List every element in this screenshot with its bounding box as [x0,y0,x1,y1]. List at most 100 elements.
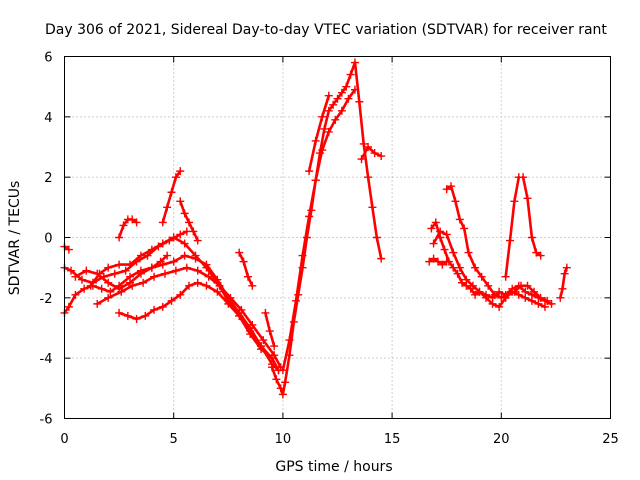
data-point [132,314,141,323]
data-point [377,152,386,161]
data-point [246,327,255,336]
data-point [261,308,270,317]
data-point [176,167,185,176]
data-point [357,155,366,164]
data-point [171,266,180,275]
data-point [510,197,519,206]
data-point [193,236,202,245]
data-point [158,302,167,311]
data-point [368,203,377,212]
data-point [556,293,565,302]
data-point [180,239,189,248]
data-point [560,269,569,278]
data-point [433,257,442,266]
data-point [119,221,128,230]
data-point [115,233,124,242]
data-point [350,85,359,94]
data-point [117,287,126,296]
data-point [224,299,233,308]
data-point [128,215,137,224]
data-point [104,278,113,287]
data-point [243,272,252,281]
data-point [510,287,519,296]
data-point [121,266,130,275]
data-point [503,290,512,299]
data-point [167,188,176,197]
y-tick-label: 6 [44,51,52,66]
data-point [311,176,320,185]
data-series-s4 [74,254,280,372]
x-tick-label: 20 [493,432,510,447]
data-point [202,263,211,272]
data-point [482,293,491,302]
data-point [182,263,191,272]
x-tick-label: 15 [384,432,401,447]
x-tick-label: 25 [602,432,619,447]
data-series-s16 [360,145,383,161]
data-point [455,215,464,224]
data-point [298,251,307,260]
data-point [370,149,379,158]
data-point [235,248,244,257]
data-point [372,233,381,242]
data-point [257,342,266,351]
chart-title: Day 306 of 2021, Sidereal Day-to-day VTE… [45,22,607,38]
data-point [344,94,353,103]
data-point [150,272,159,281]
data-point [477,272,486,281]
data-point [163,203,172,212]
data-point [311,136,320,145]
data-point [427,224,436,233]
data-point [132,218,141,227]
data-point [64,302,73,311]
data-point [475,287,484,296]
data-point [150,305,159,314]
y-axis-label: SDTVAR / TECUs [7,181,23,296]
data-point [285,336,294,345]
data-point [115,260,124,269]
data-point [93,299,102,308]
data-point [169,257,178,266]
data-point [543,296,552,305]
data-point [359,139,368,148]
data-point [248,281,257,290]
y-tick-label: -6 [40,413,53,428]
data-point [350,58,359,67]
data-point [329,100,338,109]
data-point [523,281,532,290]
y-tick-label: -2 [40,292,53,307]
data-point [527,296,536,305]
data-point [176,197,185,206]
data-point [460,224,469,233]
data-point [104,263,113,272]
data-point [123,311,132,320]
data-point [106,287,115,296]
x-axis-label: GPS time / hours [275,459,392,475]
data-point [235,311,244,320]
data-point [158,260,167,269]
data-point [333,94,342,103]
data-point [193,278,202,287]
data-point [484,281,493,290]
data-point [126,260,135,269]
data-point [540,302,549,311]
data-point [226,293,235,302]
data-point [495,302,504,311]
data-point [147,263,156,272]
data-point [536,251,545,260]
data-point [337,88,346,97]
data-point [318,146,327,155]
data-point [104,293,113,302]
data-series-s11 [237,251,254,288]
data-point [191,251,200,260]
data-point [346,70,355,79]
y-tick-label: -4 [40,352,53,367]
data-point [248,320,257,329]
data-point [497,293,506,302]
data-series-s9 [161,169,182,224]
data-point [431,218,440,227]
data-point [139,278,148,287]
data-point [425,257,434,266]
data-point [167,296,176,305]
